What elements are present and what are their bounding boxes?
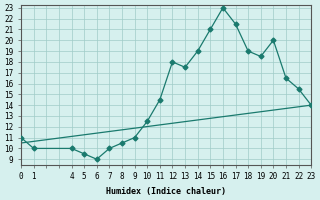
X-axis label: Humidex (Indice chaleur): Humidex (Indice chaleur)	[106, 187, 226, 196]
